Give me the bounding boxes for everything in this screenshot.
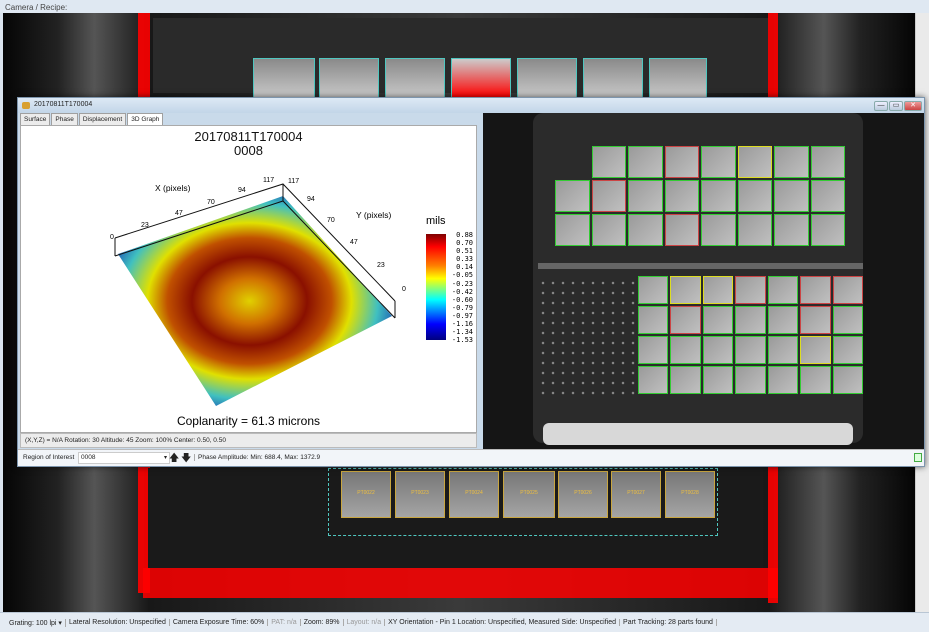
part-tracking: Part Tracking: 28 parts found <box>620 619 717 626</box>
roi-tile[interactable] <box>319 58 379 98</box>
part-tile[interactable]: PT0024 <box>449 471 499 518</box>
roi-value: 0008 <box>81 454 96 461</box>
colorbar-title: mils <box>426 215 446 227</box>
xy-orientation: XY Orientation - Pin 1 Location: Unspeci… <box>385 619 621 626</box>
roi-tile[interactable] <box>451 58 511 98</box>
tray-edge <box>543 423 853 445</box>
part-tile[interactable]: PT0023 <box>395 471 445 518</box>
colorbar-tick: 0.70 <box>456 239 473 248</box>
app-icon <box>22 102 30 109</box>
x-axis-label: X (pixels) <box>155 183 191 193</box>
maximize-button[interactable]: ▭ <box>889 101 903 111</box>
tab-bar: Surface Phase Displacement 3D Graph <box>20 113 164 126</box>
x-tick: 94 <box>238 187 246 194</box>
y-tick: 23 <box>377 262 385 269</box>
tab-3d-graph[interactable]: 3D Graph <box>127 113 164 126</box>
part-tile[interactable]: PT0028 <box>665 471 715 518</box>
colorbar <box>426 234 446 340</box>
part-tile[interactable]: PT0026 <box>558 471 608 518</box>
lateral-resolution: Lateral Resolution: Unspecified <box>66 619 170 626</box>
tray-divider <box>538 263 863 269</box>
roi-select[interactable]: 0008 ▾ <box>78 452 170 464</box>
grating-value: Grating: 100 lpi <box>9 619 57 627</box>
colorbar-tick: -0.97 <box>451 311 473 320</box>
tab-phase[interactable]: Phase <box>51 113 78 125</box>
minimize-button[interactable]: — <box>874 101 888 111</box>
x-tick: 23 <box>141 222 149 229</box>
y-tick: 70 <box>327 217 335 224</box>
roi-tile[interactable] <box>583 58 643 98</box>
graph-window: 20170811T170004 — ▭ ✕ Surface Phase Disp… <box>17 97 925 467</box>
x-tick: 0 <box>110 234 114 241</box>
part-tile[interactable]: PT0027 <box>611 471 661 518</box>
surface-plot[interactable] <box>21 126 476 432</box>
roi-tile[interactable] <box>649 58 707 98</box>
upper-part-grid <box>555 146 845 246</box>
pin-holes <box>538 278 638 398</box>
tab-surface[interactable]: Surface <box>20 113 51 125</box>
coplanarity-result: Coplanarity = 61.3 microns <box>176 414 321 428</box>
y-tick: 0 <box>402 286 406 293</box>
roi-region <box>328 468 718 536</box>
roi-tile[interactable] <box>517 58 577 98</box>
camera-preview[interactable] <box>483 113 924 449</box>
graph-panel[interactable]: 20170811T170004 0008 <box>20 125 477 433</box>
colorbar-tick: -0.23 <box>451 279 473 288</box>
colorbar-tick: 0.88 <box>456 231 473 239</box>
close-button[interactable]: ✕ <box>904 101 922 111</box>
surface-mesh <box>118 196 392 406</box>
lower-part-grid <box>638 276 863 394</box>
part-tile[interactable]: PT0025 <box>503 471 555 518</box>
tab-displacement[interactable]: Displacement <box>78 113 127 125</box>
colorbar-tick: -0.79 <box>451 303 473 312</box>
roi-tile[interactable] <box>253 58 315 98</box>
y-tick: 47 <box>350 239 358 246</box>
x-tick: 47 <box>175 210 183 217</box>
part-tile[interactable]: PT0022 <box>341 471 391 518</box>
colorbar-tick: -1.53 <box>451 336 473 345</box>
status-bar: Grating: 100 lpi ▾ Lateral Resolution: U… <box>0 612 929 632</box>
roi-tile[interactable] <box>385 58 445 98</box>
colorbar-tick: -1.34 <box>451 328 473 337</box>
saturation-overlay-bottom <box>143 568 778 598</box>
colorbar-tick: -1.16 <box>451 320 473 329</box>
colorbar-tick: -0.42 <box>451 287 473 296</box>
y-axis-label: Y (pixels) <box>356 210 392 220</box>
grating-select[interactable]: Grating: 100 lpi ▾ <box>6 618 66 627</box>
arrow-down-icon[interactable]: 🡇 <box>181 453 192 464</box>
graph-subtitle: 0008 <box>234 143 263 158</box>
colorbar-tick: 0.14 <box>456 263 473 272</box>
layout-status: Layout: n/a <box>344 619 386 626</box>
resize-grip-icon[interactable] <box>914 453 922 462</box>
colorbar-tick: 0.51 <box>456 247 473 256</box>
y-tick: 94 <box>307 196 315 203</box>
chevron-down-icon: ▾ <box>163 455 167 461</box>
roi-label: Region of Interest <box>23 454 75 461</box>
colorbar-tick: 0.33 <box>456 255 473 264</box>
window-title: 20170811T170004 <box>18 98 924 113</box>
x-tick: 70 <box>207 199 215 206</box>
graph-title: 20170811T170004 <box>194 129 303 144</box>
colorbar-tick: -0.60 <box>451 295 473 304</box>
bottom-toolbar: Region of Interest 0008 ▾ 🡅 🡇 Phase Ampl… <box>18 449 924 466</box>
phase-amplitude: Phase Amplitude: Min: 688.4, Max: 1372.9 <box>194 454 320 461</box>
arrow-up-icon[interactable]: 🡅 <box>169 453 180 464</box>
axis-box <box>114 183 396 319</box>
exposure-time: Camera Exposure Time: 60% <box>170 619 269 626</box>
y-tick: 117 <box>288 178 300 185</box>
zoom-level: Zoom: 89% <box>301 619 344 626</box>
colorbar-tick: -0.05 <box>451 271 473 280</box>
app-title: Camera / Recipe: <box>0 0 929 13</box>
view-info: (X,Y,Z) = N/A Rotation: 30 Altitude: 45 … <box>20 433 477 448</box>
x-tick: 117 <box>263 177 275 184</box>
pat-status: PAT: n/a <box>268 619 301 626</box>
